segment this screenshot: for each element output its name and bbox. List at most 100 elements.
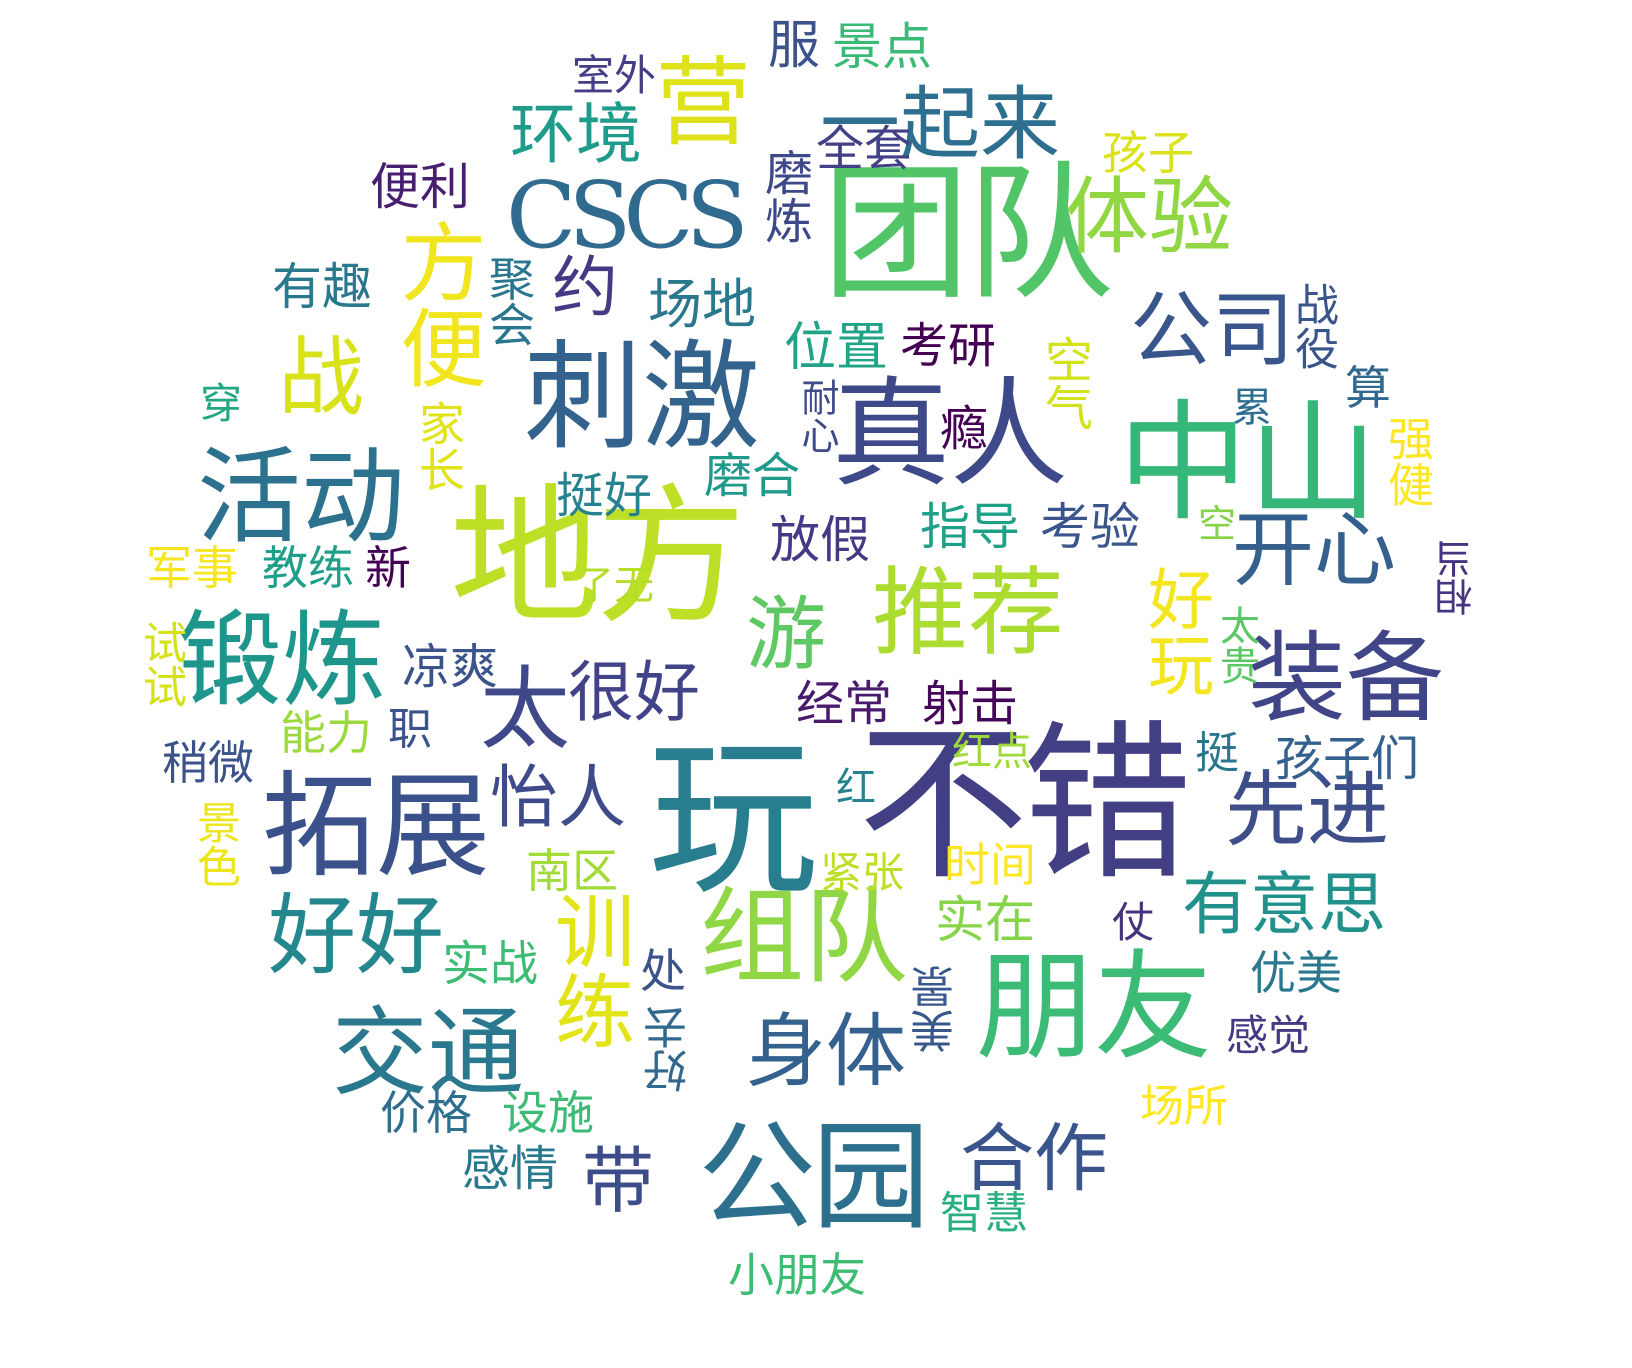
word-kao-yan-2: 考验: [1040, 498, 1140, 556]
word-chang-suo: 场所: [1140, 1081, 1228, 1132]
word-mei-jing: 美景: [911, 965, 962, 1053]
word-liao-wu: 了无: [574, 563, 654, 609]
word-zhi: 职: [388, 704, 432, 755]
word-shi-wai: 室外: [572, 51, 657, 100]
word-jia-ge: 价格: [380, 1086, 472, 1140]
word-hong: 红: [836, 765, 876, 811]
word-neng-li: 能力: [280, 706, 372, 760]
word-qiang-jian: 强健: [1381, 415, 1435, 507]
word-jiao-tong: 交通: [332, 997, 524, 1109]
word-zhuang-bei: 装备: [1248, 622, 1445, 736]
word-bian-li: 便利: [370, 158, 470, 216]
word-hao-wan: 好玩: [1137, 565, 1214, 697]
word-shi-shi: 试试: [135, 620, 186, 708]
word-kao-yan: 考研: [900, 318, 997, 374]
word-bu-cuo: 不错: [858, 706, 1192, 904]
word-shen-ti: 身体: [746, 1005, 906, 1098]
word-tai-gui: 太贵: [1213, 605, 1259, 685]
word-ting: 挺: [1195, 728, 1239, 779]
word-ting-hao: 挺好: [556, 468, 653, 524]
word-kong-qi: 空气: [1036, 335, 1092, 431]
word-huan-jing: 环境: [510, 96, 642, 173]
word-fang-bian: 方便: [385, 218, 485, 390]
word-shi-jian: 时间: [944, 838, 1036, 892]
word-jing-se: 景色: [189, 800, 240, 888]
word-you: 游: [746, 588, 826, 681]
word-zhang: 仗: [1112, 898, 1155, 947]
word-mo-lian: 磨炼: [756, 148, 812, 244]
word-huo-dong: 活动: [197, 436, 406, 558]
word-zu-dui: 组队: [700, 876, 909, 998]
word-gan-qing: 感情: [462, 1141, 559, 1197]
word-he-zuo: 合作: [960, 1116, 1108, 1202]
word-zhan: 战: [278, 328, 364, 428]
word-xin: 新: [365, 541, 411, 595]
word-hao-qu: 好去: [644, 1005, 695, 1093]
word-fang-jia: 放假: [770, 511, 870, 569]
word-ti-yan: 体验: [1065, 168, 1234, 266]
word-zhi-dao: 指导: [920, 498, 1020, 556]
word-zhi-hui: 智慧: [940, 1188, 1028, 1239]
word-hai-zi: 孩子: [1102, 126, 1194, 180]
word-xun-lian: 训练: [542, 890, 635, 1050]
word-xiang-dang: 相当: [1435, 540, 1479, 616]
word-hai-zi-men: 孩子们: [1275, 731, 1420, 787]
word-liang-shuang: 凉爽: [402, 639, 499, 695]
word-gan-jue: 感觉: [1226, 1011, 1311, 1060]
word-wei-zhi: 位置: [784, 318, 889, 378]
word-di-fang: 地方: [450, 471, 746, 645]
word-jin-zhang: 紧张: [820, 848, 905, 897]
word-yue: 约: [552, 249, 618, 326]
word-jiao-lian: 教练: [262, 541, 354, 595]
word-suan: 算: [1345, 361, 1391, 415]
word-yi-ren: 怡人: [490, 759, 627, 838]
word-zhan-yi: 战役: [1287, 282, 1338, 370]
word-jing-chang: 经常: [796, 676, 893, 732]
word-shi-zai: 实在: [935, 891, 1035, 949]
word-nan-qu: 南区: [526, 844, 618, 898]
word-chang-di: 场地: [648, 273, 756, 336]
word-jun-shi: 军事: [146, 541, 238, 595]
word-tuan-dui: 团队: [822, 148, 1114, 320]
word-chuan: 穿: [200, 379, 243, 428]
word-xian-jin: 先进: [1225, 763, 1390, 858]
word-chu: 处: [640, 944, 686, 998]
word-you-mei: 优美: [1250, 946, 1342, 1000]
word-shao-wei: 稍微: [162, 736, 254, 790]
word-gong-yuan: 公园: [698, 1108, 930, 1246]
word-ying: 营: [655, 47, 751, 159]
word-mo-he: 磨合: [704, 448, 801, 504]
word-cscs: CSCS: [506, 162, 749, 269]
word-tuo-zhan: 拓展: [262, 760, 491, 893]
word-she-ji: 射击: [922, 676, 1019, 732]
word-kai-xin: 开心: [1232, 503, 1397, 598]
word-dai: 带: [582, 1139, 655, 1223]
word-quan-tao: 全套: [816, 121, 913, 177]
word-yin: 瘾: [940, 401, 989, 457]
word-hen-hao: 很好: [568, 654, 700, 731]
word-ju-hui: 聚会: [482, 255, 536, 347]
word-hao-hao: 好好: [268, 884, 445, 987]
word-fu: 服: [768, 16, 821, 76]
word-xiao-peng-you: 小朋友: [728, 1248, 866, 1302]
word-peng-you: 朋友: [976, 938, 1213, 1076]
word-you-yi-si: 有意思: [1182, 866, 1387, 945]
word-hong-dian: 红点: [952, 729, 1032, 775]
word-nai-xin: 耐心: [795, 378, 839, 454]
word-duan-lian: 锻炼: [178, 599, 387, 721]
word-kong: 空: [1198, 502, 1237, 546]
word-zhen-ren: 真人: [832, 365, 1069, 503]
word-yi-qi-lai: 一起来: [820, 78, 1060, 171]
word-wan: 玩: [648, 721, 819, 919]
word-ci-ji: 刺激: [524, 328, 761, 466]
word-jia-zhang: 家长: [412, 400, 466, 492]
word-she-shi: 设施: [502, 1086, 594, 1140]
word-gong-si: 公司: [1130, 283, 1295, 378]
word-lei: 累: [1232, 385, 1272, 431]
word-jing-dian: 景点: [832, 18, 932, 76]
word-shi-zhan: 实战: [442, 936, 539, 992]
word-zhong-shan: 中山: [1118, 387, 1379, 539]
word-tai: 太: [480, 657, 570, 762]
word-tui-jian: 推荐: [872, 557, 1064, 669]
